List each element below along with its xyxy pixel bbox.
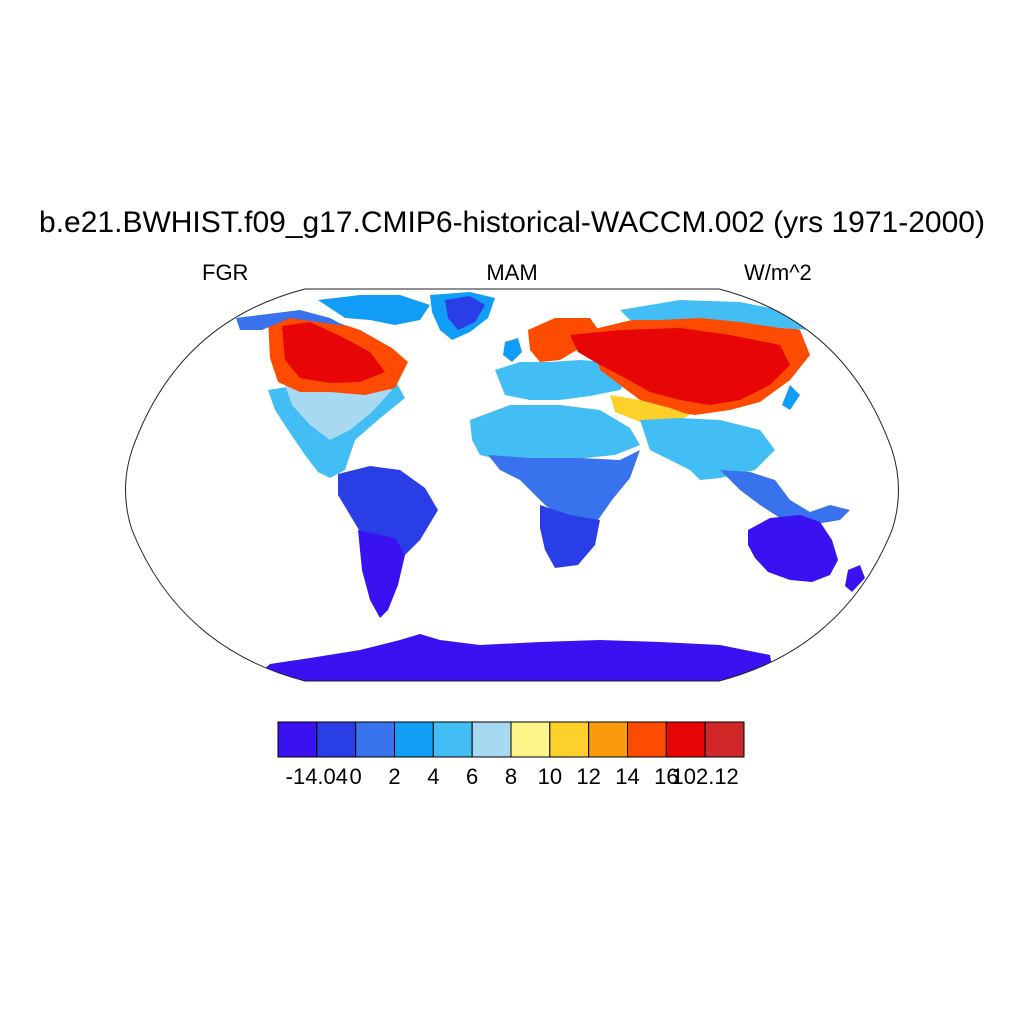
colorbar-tick-label: -14.04 bbox=[285, 764, 349, 789]
colorbar bbox=[277, 721, 745, 758]
north-america-hot bbox=[282, 322, 385, 383]
greenland-core bbox=[445, 296, 485, 330]
colorbar-tick-label: 8 bbox=[504, 764, 518, 789]
colorbar-box bbox=[355, 721, 395, 758]
canada-arctic bbox=[236, 310, 345, 330]
uk bbox=[503, 338, 522, 362]
colorbar-tick-label: 10 bbox=[537, 764, 563, 789]
central-asia bbox=[610, 395, 690, 425]
south-america-south bbox=[358, 530, 405, 618]
colorbar-tick-label: 12 bbox=[576, 764, 601, 789]
arctic-islands bbox=[318, 295, 430, 325]
south-asia bbox=[640, 418, 775, 480]
africa-north bbox=[470, 405, 640, 462]
colorbar-tick-label: 16 bbox=[654, 764, 679, 789]
colorbar-box bbox=[432, 721, 473, 758]
southeast-asia bbox=[720, 470, 850, 525]
antarctica bbox=[250, 634, 775, 681]
colorbar-box bbox=[665, 721, 706, 758]
new-zealand bbox=[845, 565, 865, 592]
units-label: W/m^2 bbox=[744, 260, 812, 285]
colorbar-tick-label: 2 bbox=[388, 764, 401, 789]
siberia-north bbox=[620, 300, 810, 330]
map-outline bbox=[125, 288, 899, 682]
colorbar-box bbox=[471, 721, 512, 758]
colorbar-tick-label: 14 bbox=[615, 764, 640, 789]
africa-central bbox=[488, 450, 640, 522]
colorbar-box bbox=[277, 721, 318, 758]
south-america-north bbox=[338, 466, 438, 575]
colorbar-tick-label: 6 bbox=[466, 764, 479, 789]
asia-core bbox=[570, 328, 790, 405]
colorbar-tick-label: 4 bbox=[427, 764, 440, 789]
plot-title: b.e21.BWHIST.f09_g17.CMIP6-historical-WA… bbox=[39, 206, 985, 239]
colorbar-tick-label: 0 bbox=[349, 764, 362, 789]
colorbar-tick-label: 102.12 bbox=[671, 764, 739, 789]
colorbar-box bbox=[704, 721, 745, 758]
colorbar-box bbox=[549, 721, 590, 758]
australia bbox=[748, 515, 838, 582]
colorbar-box bbox=[588, 721, 629, 758]
colorbar-box bbox=[627, 721, 667, 758]
scandinavia bbox=[528, 318, 600, 362]
colorbar-box bbox=[394, 721, 434, 758]
africa-south bbox=[540, 505, 600, 568]
japan bbox=[782, 385, 800, 410]
season-label: MAM bbox=[486, 260, 538, 285]
colorbar-box bbox=[510, 721, 551, 758]
variable-label: FGR bbox=[202, 260, 249, 285]
colorbar-box bbox=[316, 721, 357, 758]
